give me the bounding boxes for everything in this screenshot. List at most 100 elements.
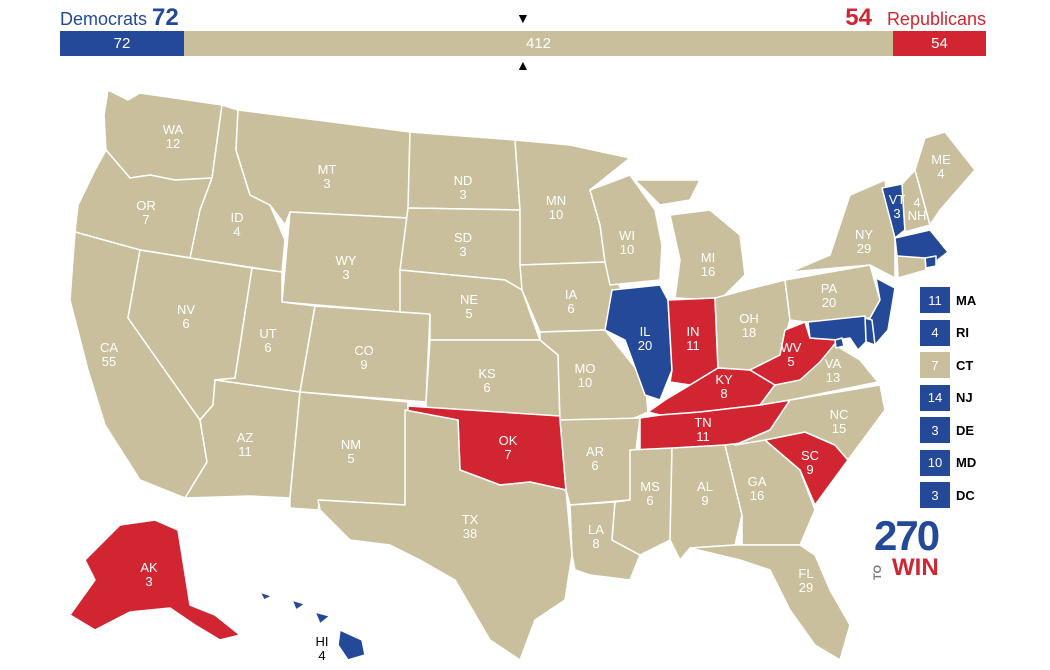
state-label-in: IN [687, 324, 700, 339]
state-mi[interactable] [634, 179, 746, 301]
state-ev-ar: 6 [591, 458, 598, 473]
state-label-id: ID [231, 210, 244, 225]
state-label-la: LA [588, 522, 604, 537]
state-ev-ks: 6 [483, 380, 490, 395]
state-ma[interactable] [894, 229, 949, 263]
ne-ma-ev[interactable]: 11 [920, 287, 950, 313]
state-label-ky: KY [715, 372, 733, 387]
state-ev-sd: 3 [459, 244, 466, 259]
state-ev-tx: 38 [463, 526, 477, 541]
state-ev-mo: 10 [578, 375, 592, 390]
state-dc[interactable] [834, 337, 845, 349]
state-hi[interactable] [259, 591, 366, 661]
state-ev-co: 9 [360, 357, 367, 372]
state-label-me: ME [931, 152, 951, 167]
state-nc[interactable] [734, 384, 886, 461]
logo-to: TO [872, 564, 884, 580]
state-me[interactable] [914, 131, 976, 226]
state-label-oh: OH [739, 311, 759, 326]
state-ev-ny: 29 [857, 241, 871, 256]
state-label-co: CO [354, 343, 374, 358]
ne-row-ri[interactable]: 4 RI [920, 319, 976, 346]
state-label-pa: PA [821, 281, 838, 296]
ne-de-abbr: DE [956, 422, 975, 438]
state-il[interactable] [604, 284, 673, 401]
state-ev-ut: 6 [264, 340, 271, 355]
ne-md-ev[interactable]: 10 [920, 449, 950, 476]
state-ri[interactable] [924, 255, 937, 269]
state-wv[interactable] [749, 321, 839, 386]
state-label-nh: NH [908, 208, 927, 223]
state-ev-wa: 12 [166, 136, 180, 151]
state-label-tx: TX [462, 512, 479, 527]
democrats-label: Democrats [60, 9, 148, 29]
state-label-or: OR [136, 198, 156, 213]
state-ev-or: 7 [142, 212, 149, 227]
state-ev-nh: 4 [913, 195, 920, 210]
state-label-va: VA [825, 356, 842, 371]
republicans-label: Republicans [886, 9, 986, 29]
state-ev-al: 9 [701, 493, 708, 508]
ne-dc-ev[interactable]: 3 [920, 482, 950, 508]
state-fl[interactable] [689, 544, 851, 661]
state-label-ny: NY [855, 227, 873, 242]
state-ct[interactable] [896, 255, 927, 279]
state-ak[interactable] [69, 519, 241, 641]
state-ev-tn: 11 [696, 429, 710, 444]
state-label-ar: AR [586, 444, 604, 459]
state-label-il: IL [640, 324, 651, 339]
state-ev-ia: 6 [567, 301, 574, 316]
ne-nj-ev[interactable]: 14 [920, 384, 950, 411]
logo-number: 270 [874, 512, 940, 559]
ne-row-nj[interactable]: 14 NJ [920, 384, 976, 411]
state-ar[interactable] [559, 417, 641, 506]
northeast-small-states-legend: 11 MA 4 RI 7 CT 14 NJ 3 DE 10 MD 3 DC [920, 287, 976, 515]
state-ny[interactable] [789, 179, 896, 279]
state-label-wa: WA [163, 122, 184, 137]
state-ev-ky: 8 [720, 386, 727, 401]
state-wi[interactable] [589, 174, 663, 286]
state-label-tn: TN [694, 415, 711, 430]
ne-md-abbr: MD [956, 455, 977, 470]
270towin-logo[interactable]: 270 TO WIN [872, 512, 944, 582]
state-label-ks: KS [478, 366, 496, 381]
state-tx[interactable] [317, 409, 573, 661]
ne-ct-ev[interactable]: 7 [920, 352, 950, 378]
midpoint-arrow-down-icon: ▼ [516, 10, 530, 26]
ne-ri-ev[interactable]: 4 [920, 319, 950, 346]
state-label-ga: GA [748, 474, 767, 489]
logo-win: WIN [892, 554, 939, 581]
state-label-az: AZ [237, 430, 254, 445]
state-ev-ok: 7 [504, 447, 511, 462]
state-label-wv: WV [781, 340, 802, 355]
state-ev-ms: 6 [646, 493, 653, 508]
democrats-header: Democrats 72 [60, 4, 179, 32]
midpoint-arrow-up-icon: ▲ [516, 57, 530, 73]
ne-row-ct[interactable]: 7 CT [920, 352, 976, 378]
ne-row-ma[interactable]: 11 MA [920, 287, 976, 313]
tally-rep-segment: 54 [893, 31, 986, 56]
state-label-sd: SD [454, 230, 472, 245]
state-ev-wi: 10 [620, 242, 634, 257]
state-ev-nv: 6 [182, 316, 189, 331]
state-ev-va: 13 [826, 370, 840, 385]
state-md[interactable] [807, 315, 867, 351]
ne-nj-abbr: NJ [956, 390, 973, 405]
state-label-mn: MN [546, 193, 566, 208]
state-label-ca: CA [100, 340, 118, 355]
state-label-nm: NM [341, 437, 361, 452]
state-ev-pa: 20 [822, 295, 836, 310]
ne-row-md[interactable]: 10 MD [920, 449, 977, 476]
state-label-mi: MI [701, 250, 715, 265]
state-ev-az: 11 [238, 444, 252, 459]
ne-row-de[interactable]: 3 DE [920, 417, 976, 443]
state-ev-il: 20 [638, 338, 652, 353]
state-label-vt: VT [889, 192, 906, 207]
state-label-wy: WY [336, 253, 357, 268]
ne-ma-abbr: MA [956, 292, 977, 308]
state-ev-mi: 16 [701, 264, 715, 279]
electoral-tally-bar: 72 412 54 [60, 31, 986, 56]
ne-row-dc[interactable]: 3 DC [920, 482, 976, 508]
ne-de-ev[interactable]: 3 [920, 417, 950, 443]
state-label-sc: SC [801, 448, 819, 463]
